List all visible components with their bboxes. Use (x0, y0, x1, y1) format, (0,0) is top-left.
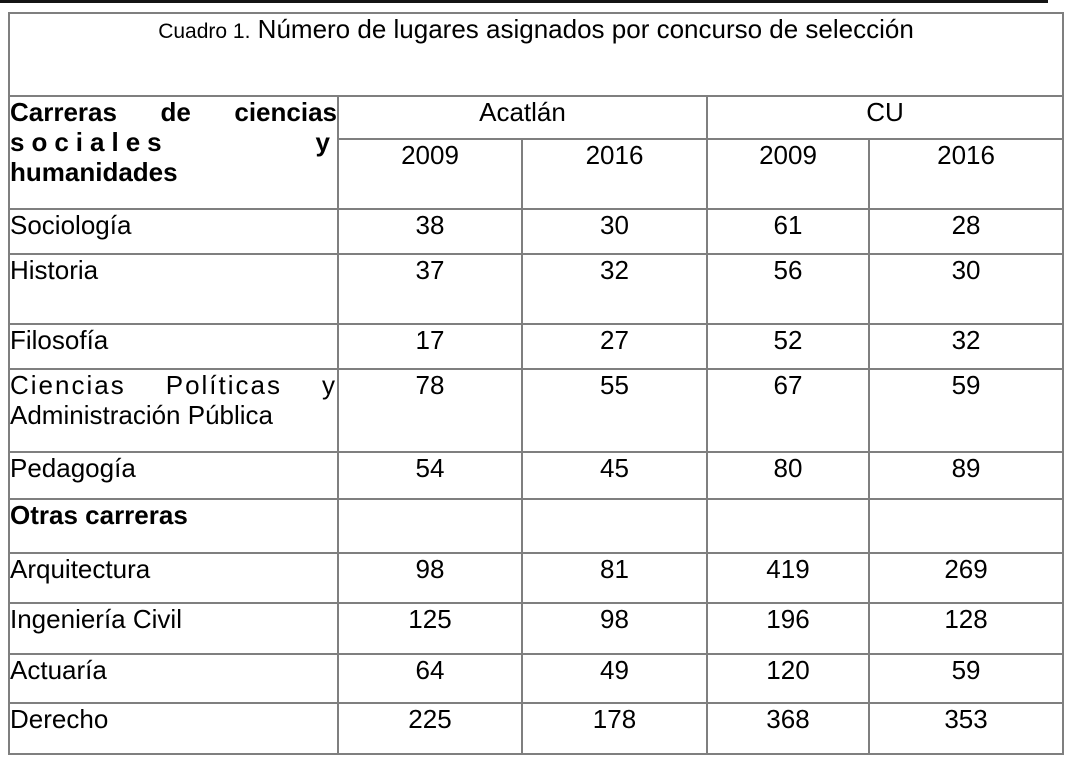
value-cell: 98 (521, 602, 708, 655)
table-row-arquitectura: Arquitectura 98 81 419 269 (8, 552, 1065, 604)
header-year-acatlan-2016: 2016 (521, 138, 708, 210)
careers-line-1: Carreras de ciencias (10, 97, 337, 127)
table-row-ingenieria-civil: Ingeniería Civil 125 98 196 128 (8, 602, 1065, 655)
value-cell-empty (706, 498, 870, 554)
top-horizontal-rule (0, 0, 1048, 3)
table-row-actuaria: Actuaría 64 49 120 59 (8, 653, 1065, 704)
value-cell: 81 (521, 552, 708, 604)
value-cell: 59 (867, 368, 1065, 453)
value-cell: 67 (706, 368, 870, 453)
value-cell: 98 (337, 552, 523, 604)
header-group-acatlan: Acatlán (337, 95, 708, 140)
value-cell: 27 (521, 323, 708, 370)
table-row-derecho: Derecho 225 178 368 353 (8, 702, 1065, 755)
row-label: Sociología (8, 208, 339, 255)
value-cell: 80 (706, 451, 870, 500)
row-label: Ciencias Políticas y Administración Públ… (8, 368, 339, 453)
header-careers: Carreras de ciencias sociales y humanida… (8, 95, 339, 210)
value-cell: 30 (521, 208, 708, 255)
row-label: Ingeniería Civil (8, 602, 339, 655)
value-cell: 49 (521, 653, 708, 704)
header-year-cu-2016: 2016 (867, 138, 1065, 210)
header-group-row: Carreras de ciencias sociales y humanida… (8, 95, 1065, 210)
value-cell: 45 (521, 451, 708, 500)
value-cell: 32 (521, 253, 708, 325)
value-cell: 225 (337, 702, 523, 755)
value-cell: 196 (706, 602, 870, 655)
value-cell: 30 (867, 253, 1065, 325)
value-cell: 78 (337, 368, 523, 453)
value-cell: 125 (337, 602, 523, 655)
value-cell: 55 (521, 368, 708, 453)
value-cell: 269 (867, 552, 1065, 604)
header-year-acatlan-2009: 2009 (337, 138, 523, 210)
value-cell: 37 (337, 253, 523, 325)
value-cell-empty (867, 498, 1065, 554)
section-header-label: Otras carreras (8, 498, 339, 554)
value-cell: 178 (521, 702, 708, 755)
header-year-cu-2009: 2009 (706, 138, 870, 210)
table-row-otras-carreras: Otras carreras (8, 498, 1065, 554)
value-cell: 54 (337, 451, 523, 500)
value-cell: 128 (867, 602, 1065, 655)
careers-line-2: sociales y (10, 127, 337, 157)
header-group-cu: CU (705, 95, 1065, 140)
cuadro-1-table: Cuadro 1. Número de lugares asignados po… (7, 12, 1065, 755)
table-caption: Cuadro 1. Número de lugares asignados po… (7, 12, 1065, 97)
row-label: Filosofía (8, 323, 339, 370)
value-cell-empty (521, 498, 708, 554)
table-row-ciencias-politicas: Ciencias Políticas y Administración Públ… (8, 368, 1065, 453)
value-cell: 38 (337, 208, 523, 255)
row-label-line-2: Administración Pública (10, 400, 274, 430)
row-label: Pedagogía (8, 451, 339, 500)
value-cell: 59 (867, 653, 1065, 704)
table-row-filosofia: Filosofía 17 27 52 32 (8, 323, 1065, 370)
table-row-historia: Historia 37 32 56 30 (8, 253, 1065, 325)
value-cell: 419 (706, 552, 870, 604)
value-cell: 28 (867, 208, 1065, 255)
value-cell-empty (337, 498, 523, 554)
caption-number: Cuadro 1. (158, 20, 251, 43)
header-years-row: 2009 2016 2009 2016 (9, 138, 1065, 210)
row-label: Arquitectura (8, 552, 339, 604)
value-cell: 32 (867, 323, 1065, 370)
value-cell: 61 (706, 208, 870, 255)
value-cell: 368 (706, 702, 870, 755)
table-caption-row: Cuadro 1. Número de lugares asignados po… (7, 12, 1065, 97)
table-row-sociologia: Sociología 38 30 61 28 (8, 208, 1065, 255)
value-cell: 120 (706, 653, 870, 704)
careers-line-3: humanidades (10, 157, 178, 187)
value-cell: 64 (337, 653, 523, 704)
value-cell: 56 (706, 253, 870, 325)
row-label: Historia (8, 253, 339, 325)
value-cell: 17 (337, 323, 523, 370)
value-cell: 89 (867, 451, 1065, 500)
row-label-line-1: Ciencias Políticas y (10, 370, 337, 400)
table-row-pedagogia: Pedagogía 54 45 80 89 (8, 451, 1065, 500)
value-cell: 52 (706, 323, 870, 370)
caption-text: Número de lugares asignados por concurso… (257, 14, 914, 44)
value-cell: 353 (867, 702, 1065, 755)
row-label: Actuaría (8, 653, 339, 704)
row-label: Derecho (8, 702, 339, 755)
